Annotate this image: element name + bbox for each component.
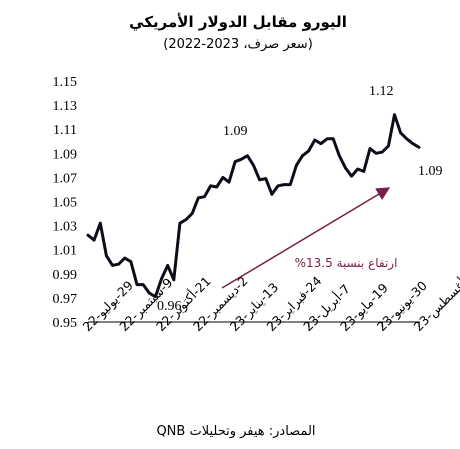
x-axis: 29-يوليو-229-سبتمبر-2221-أكتوبر-222-ديسم… — [80, 260, 460, 334]
y-tick-label: 1.11 — [53, 123, 77, 138]
y-tick-label: 1.07 — [53, 171, 78, 186]
annotation-end: 1.09 — [418, 164, 443, 179]
trend-arrow — [221, 187, 391, 289]
annotation-low: 0.96 — [157, 299, 182, 314]
annotation-peak: 1.12 — [369, 84, 394, 99]
y-tick-label: 0.97 — [53, 292, 78, 307]
trend-arrow-label: ارتفاع بنسبة 13.5% — [295, 256, 398, 271]
y-tick-label: 1.01 — [53, 244, 78, 259]
chart-subtitle: (سعر صرف، 2023-2022) — [163, 37, 313, 52]
source-note: المصادر: هيفر وتحليلات QNB — [156, 424, 315, 439]
y-tick-label: 0.99 — [53, 268, 78, 283]
chart-title: اليورو مقابل الدولار الأمريكي — [129, 13, 347, 31]
y-tick-label: 1.15 — [53, 75, 78, 90]
y-tick-label: 0.95 — [53, 316, 78, 331]
y-axis: 0.95 0.97 0.99 1.01 1.03 1.05 1.07 1.09 1.11 1.13… — [53, 75, 78, 331]
y-tick-label: 1.05 — [53, 196, 78, 211]
y-tick-label: 1.03 — [53, 220, 78, 235]
series-group — [86, 113, 421, 299]
y-tick-label: 1.13 — [53, 99, 78, 114]
annotation-jan: 1.09 — [223, 124, 248, 139]
y-tick-label: 1.09 — [53, 147, 78, 162]
series-line — [86, 113, 421, 299]
